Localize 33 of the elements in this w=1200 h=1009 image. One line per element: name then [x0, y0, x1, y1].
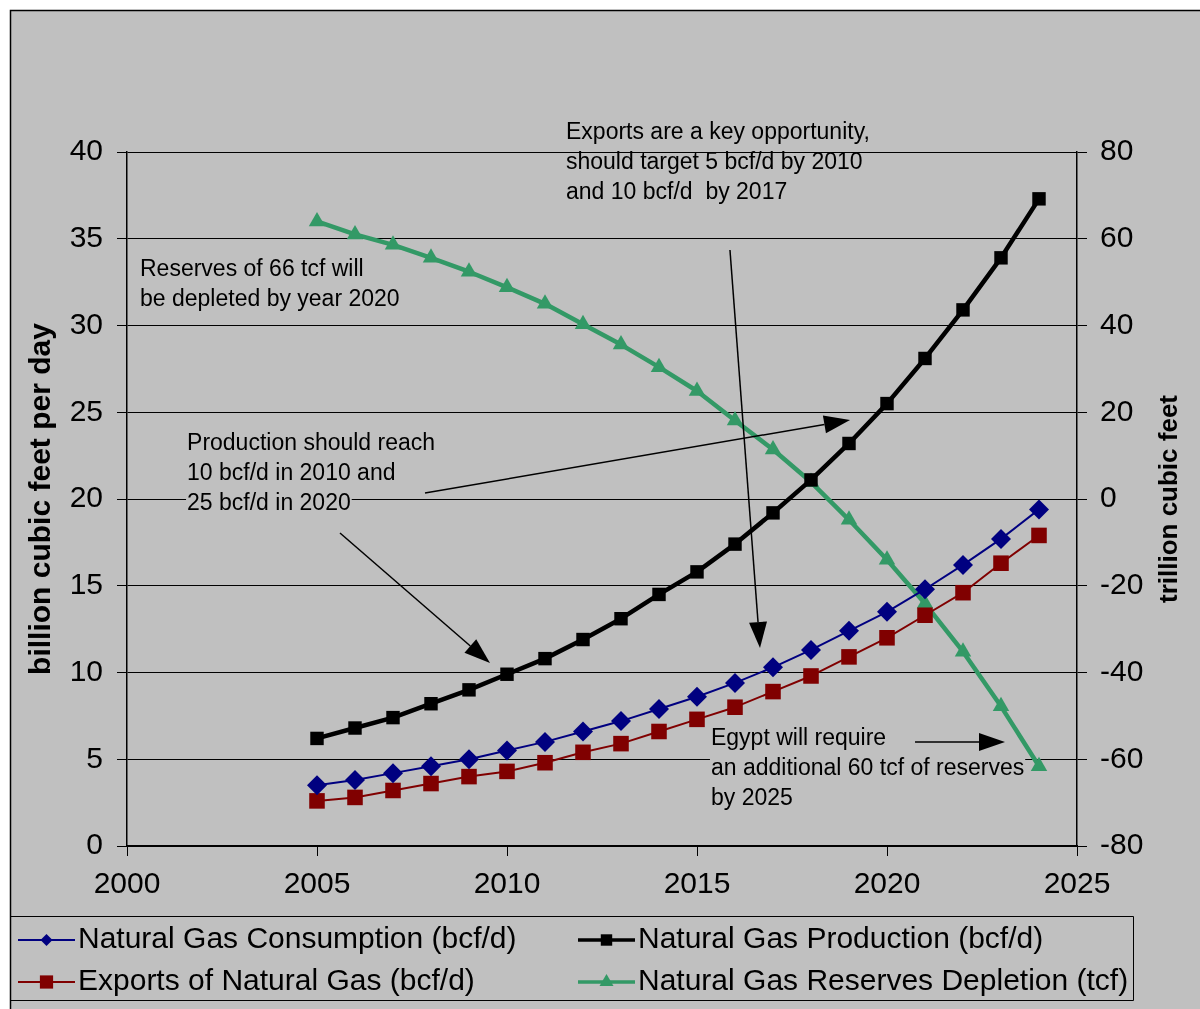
y-tick-label: 35: [69, 220, 103, 254]
annotation: Egypt will require an additional 60 tcf of reserves by 2025: [710, 724, 1025, 811]
y-tick-label: 25: [69, 393, 103, 427]
y2-tick-label: -20: [1100, 567, 1144, 601]
y-tick-label: 15: [69, 567, 103, 601]
y-tick-label: 20: [69, 480, 103, 514]
y2-axis-title: trillion cubic feet: [1153, 394, 1184, 604]
legend-label: Natural Gas Reserves Depletion (tcf): [638, 963, 1129, 997]
annotation: Reserves of 66 tcf will be depleted by year 2020: [140, 255, 400, 312]
y2-tick-label: -60: [1100, 740, 1144, 774]
y-tick-label: 0: [86, 827, 103, 861]
x-tick-label: 2005: [283, 866, 351, 900]
y2-tick-label: -40: [1100, 653, 1144, 687]
legend-label: Natural Gas Consumption (bcf/d): [78, 921, 517, 955]
y-tick-label: 40: [69, 133, 103, 167]
y2-tick-label: 80: [1100, 133, 1134, 167]
x-tick-label: 2015: [663, 866, 731, 900]
legend-label: Natural Gas Production (bcf/d): [638, 921, 1044, 955]
x-tick-label: 2000: [93, 866, 161, 900]
y2-tick-label: 0: [1100, 480, 1117, 514]
y2-tick-label: 20: [1100, 393, 1134, 427]
legend-label: Exports of Natural Gas (bcf/d): [78, 963, 475, 997]
x-tick-label: 2010: [473, 866, 541, 900]
y2-tick-label: 60: [1100, 220, 1134, 254]
x-tick-label: 2020: [853, 866, 921, 900]
annotation: Production should reach 10 bcf/d in 2010 and 25 bcf/d in 2020: [187, 429, 436, 516]
y-tick-label: 10: [69, 653, 103, 687]
y2-tick-label: 40: [1100, 306, 1134, 340]
y2-tick-label: -80: [1100, 827, 1144, 861]
y-tick-label: 5: [86, 740, 103, 774]
x-tick-label: 2025: [1043, 866, 1111, 900]
y-axis-title: billion cubic feet per day: [23, 322, 57, 675]
y-tick-label: 30: [69, 306, 103, 340]
